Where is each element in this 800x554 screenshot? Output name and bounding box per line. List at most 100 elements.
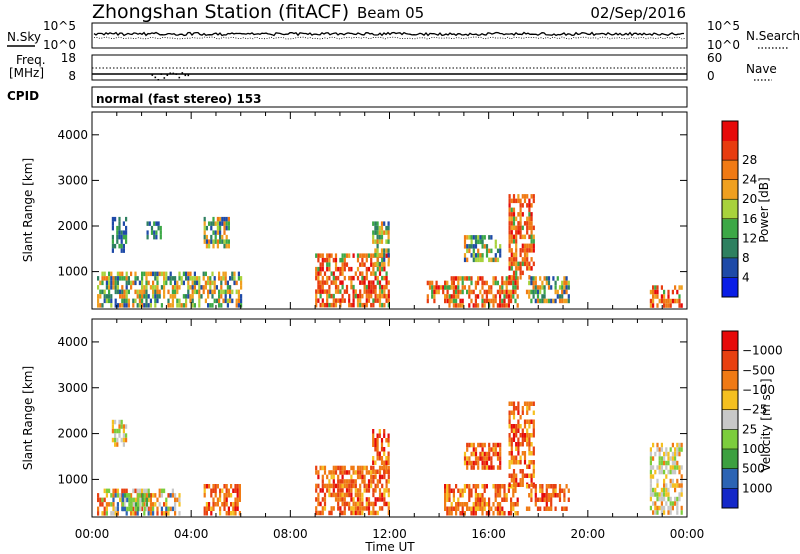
range-cell (356, 488, 360, 493)
range-cell (481, 303, 484, 308)
range-cell (343, 506, 346, 511)
range-cell (508, 243, 511, 249)
range-cell (234, 484, 237, 489)
range-cell (503, 488, 506, 493)
range-cell (558, 294, 562, 299)
range-cell (385, 479, 388, 484)
range-cell (116, 442, 119, 447)
range-cell (116, 493, 119, 498)
range-cell (492, 447, 495, 452)
range-cell (479, 235, 482, 240)
range-cell (468, 248, 471, 254)
range-cell (530, 280, 533, 286)
range-cell (671, 456, 674, 461)
range-cell (512, 437, 516, 442)
range-cell (463, 276, 466, 281)
range-cell (136, 294, 139, 299)
range-cell (352, 253, 355, 258)
range-cell (519, 230, 522, 235)
range-cell (112, 280, 115, 286)
range-cell (552, 488, 555, 493)
range-cell (374, 460, 377, 465)
range-cell (545, 506, 548, 511)
range-cell (678, 285, 681, 290)
range-cell (359, 470, 362, 475)
range-cell (490, 456, 493, 461)
range-cell (494, 298, 497, 304)
range-cell (328, 266, 331, 272)
range-cell (383, 492, 386, 498)
range-cell (378, 266, 382, 272)
range-cell (671, 289, 674, 295)
range-cell (174, 493, 177, 498)
range-cell (494, 239, 497, 245)
range-cell (485, 298, 488, 304)
range-cell (539, 276, 542, 281)
range-cell (160, 285, 163, 290)
range-cell (483, 460, 486, 466)
range-cell (508, 194, 511, 199)
range-cell (119, 276, 122, 281)
range-cell (656, 442, 659, 448)
range-cell (153, 221, 156, 226)
range-cell (517, 437, 520, 442)
range-cell (515, 482, 518, 487)
colorbar-frame (721, 120, 739, 298)
range-cell (105, 294, 108, 299)
range-cell (381, 483, 384, 489)
range-cell (171, 276, 174, 281)
range-cell (231, 289, 234, 295)
range-cell (213, 289, 216, 295)
range-cell (156, 276, 159, 281)
range-cell (671, 460, 674, 466)
range-cell (505, 280, 508, 286)
range-cell (663, 456, 666, 461)
range-cell (116, 428, 119, 434)
range-cell (532, 276, 535, 281)
range-cell (526, 473, 529, 478)
range-cell (163, 276, 166, 281)
range-cell (224, 276, 227, 281)
range-cell (450, 276, 453, 281)
range-cell (240, 285, 243, 290)
range-cell (517, 194, 520, 199)
range-cell (515, 266, 518, 271)
range-cell (499, 244, 502, 249)
range-cell (470, 276, 473, 281)
nsearch-tick-top: 10^5 (707, 19, 740, 33)
range-cell (492, 511, 495, 516)
range-cell (558, 298, 562, 304)
range-cell (483, 451, 486, 457)
range-cell (116, 271, 119, 277)
range-cell (376, 221, 379, 226)
range-cell (220, 276, 223, 281)
range-cell (479, 442, 482, 448)
range-cell (466, 465, 469, 470)
range-cell (321, 483, 324, 489)
range-cell (185, 276, 188, 281)
colorbar-tick-label: 1000 (742, 481, 773, 495)
range-cell (519, 203, 522, 208)
range-cell (517, 266, 520, 271)
range-cell (652, 474, 655, 479)
range-cell (229, 285, 232, 290)
range-cell (225, 234, 228, 240)
range-cell (334, 298, 338, 303)
range-cell (116, 276, 119, 281)
range-cell (649, 303, 652, 308)
range-cell (463, 244, 467, 249)
range-cell (191, 289, 194, 295)
range-cell (383, 284, 386, 290)
range-cell (526, 442, 529, 447)
range-cell (149, 497, 152, 503)
range-cell (348, 253, 351, 258)
range-cell (381, 293, 384, 299)
range-cell (567, 298, 570, 304)
range-cell (210, 488, 213, 493)
range-cell (376, 433, 379, 438)
range-cell (367, 488, 371, 493)
range-cell (481, 484, 484, 489)
range-cell (128, 493, 131, 498)
range-cell (512, 410, 516, 415)
range-cell (532, 460, 535, 465)
